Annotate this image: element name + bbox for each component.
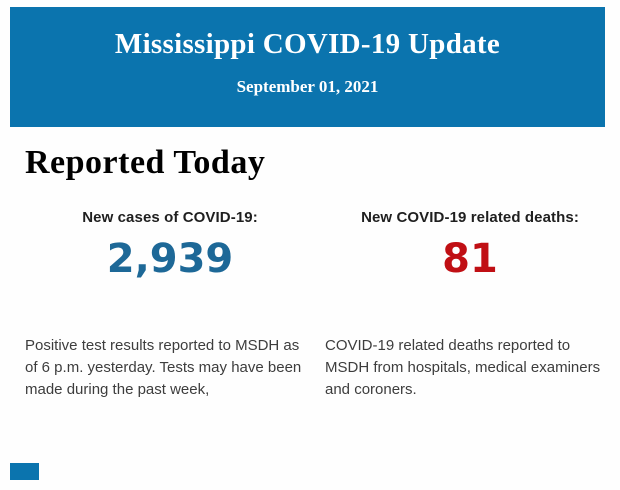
new-cases-description: Positive test results reported to MSDH a… (25, 337, 302, 398)
new-cases-label: New cases of COVID-19: (82, 209, 258, 226)
header-banner: Mississippi COVID-19 Update September 01… (10, 7, 605, 127)
new-deaths-description: COVID-19 related deaths reported to MSDH… (325, 337, 601, 398)
main-content: Reported Today New cases of COVID-19: 2,… (0, 141, 620, 401)
new-deaths-value: 81 (442, 236, 498, 282)
stat-new-cases: New cases of COVID-19: 2,939 Positive te… (25, 209, 315, 401)
stats-row: New cases of COVID-19: 2,939 Positive te… (25, 209, 605, 401)
section-title: Reported Today (25, 144, 266, 181)
header-date: September 01, 2021 (236, 77, 379, 96)
stat-new-deaths: New COVID-19 related deaths: 81 COVID-19… (325, 209, 615, 401)
new-deaths-label: New COVID-19 related deaths: (361, 209, 579, 226)
new-cases-value: 2,939 (106, 236, 234, 282)
next-section-peek-block (10, 463, 39, 480)
covid-update-page: Mississippi COVID-19 Update September 01… (0, 7, 620, 490)
page-title: Mississippi COVID-19 Update (114, 28, 501, 60)
